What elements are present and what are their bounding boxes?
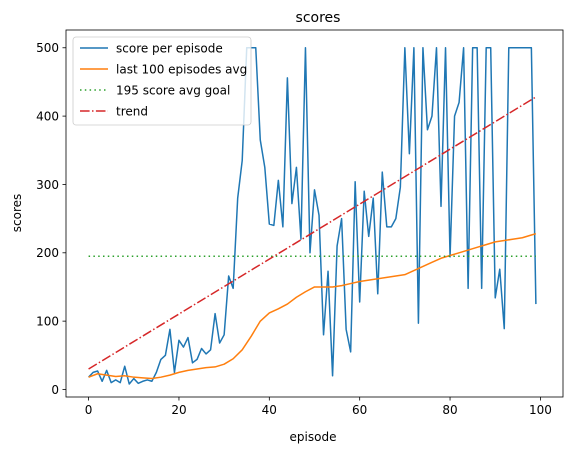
axes-layer: 0 20 40 60 80 100 0 100 200 300 400 500 [36, 29, 564, 417]
y-tick-label: 300 [36, 178, 59, 192]
x-tick-label: 40 [262, 403, 277, 417]
x-tick-label: 100 [529, 403, 552, 417]
legend-label-4: trend [116, 104, 148, 118]
x-tick-label: 20 [171, 403, 186, 417]
legend-label-2: last 100 episodes avg [116, 62, 247, 76]
x-axis-label: episode [290, 430, 337, 444]
y-tick-label: 0 [51, 383, 59, 397]
legend-label-3: 195 score avg goal [116, 83, 230, 97]
series-line-1 [88, 47, 537, 385]
series-line-2 [88, 232, 537, 380]
y-tick-label: 400 [36, 109, 59, 123]
chart-title: scores [296, 10, 341, 26]
series-line-4 [88, 96, 537, 370]
x-tick-label: 80 [442, 403, 457, 417]
y-axis-label: scores [10, 194, 24, 233]
legend: score per episode last 100 episodes avg 19… [72, 36, 252, 126]
series-layer [88, 47, 537, 385]
axes-frame [65, 29, 564, 398]
x-tick-label: 60 [352, 403, 367, 417]
legend-label-1: score per episode [116, 41, 223, 55]
y-tick-label: 100 [36, 314, 59, 328]
x-tick-label: 0 [85, 403, 93, 417]
y-tick-label: 200 [36, 246, 59, 260]
legend-box [72, 36, 252, 126]
y-tick-label: 500 [36, 41, 59, 55]
